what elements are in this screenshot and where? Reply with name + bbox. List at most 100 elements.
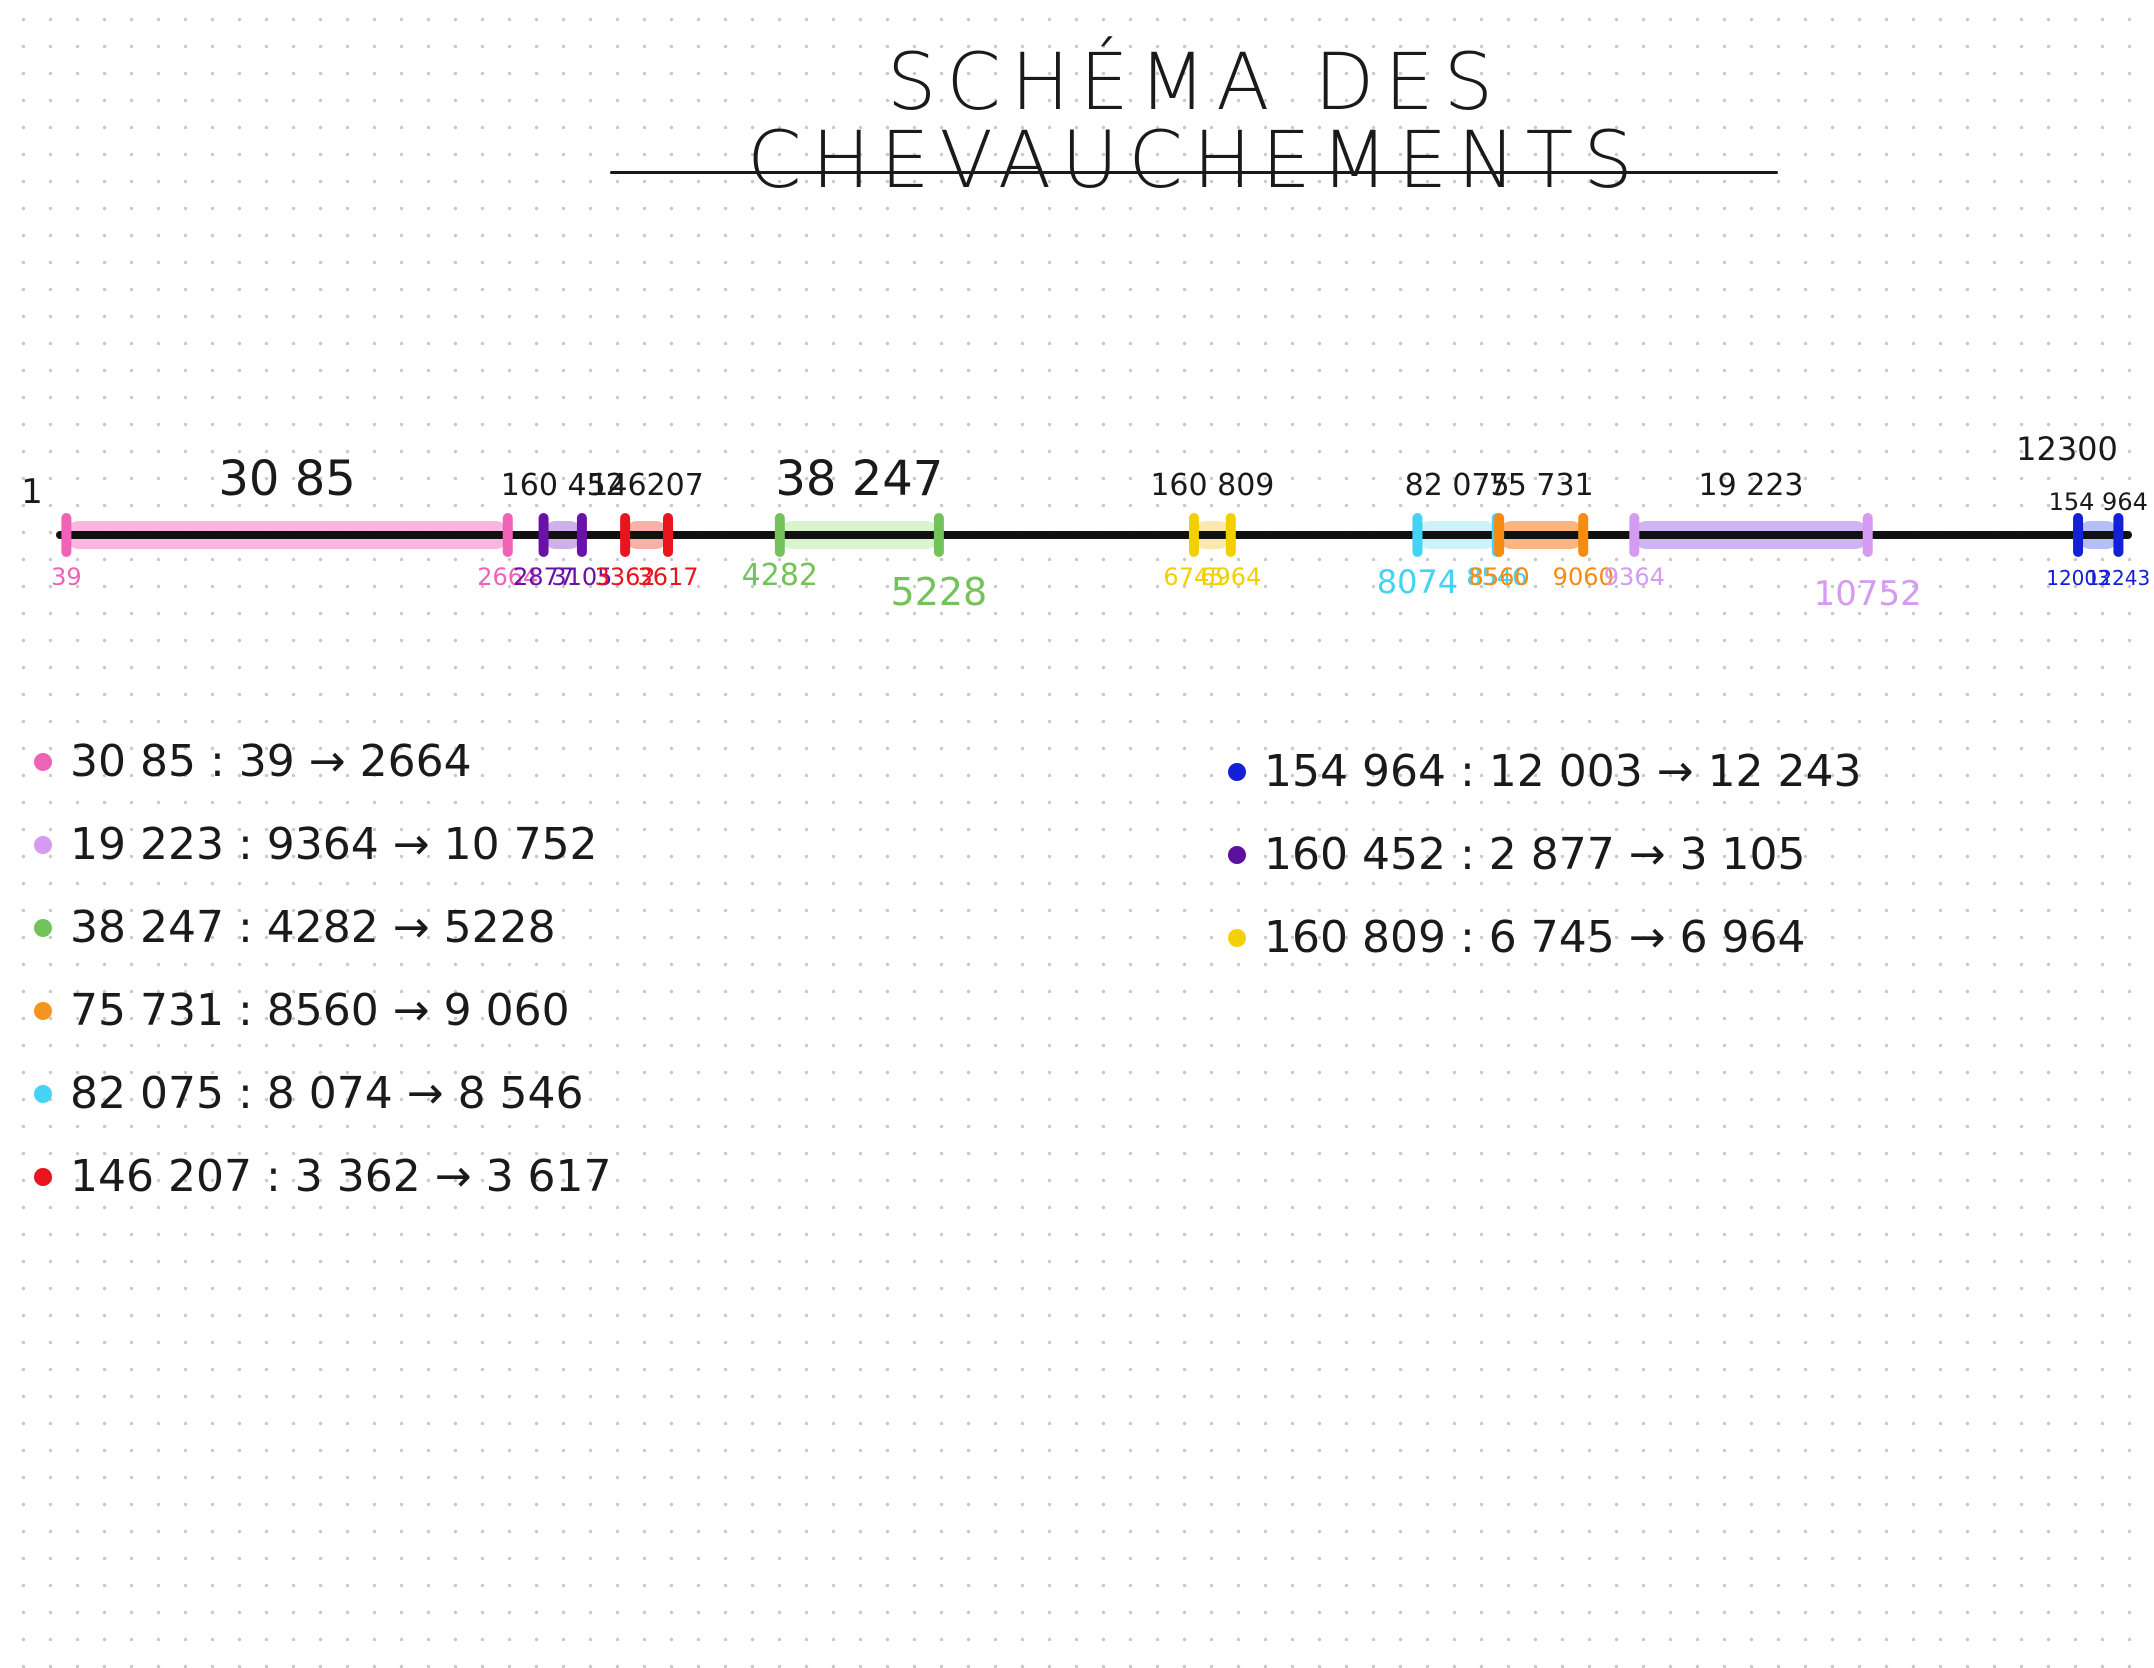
legend-color-dot xyxy=(1228,929,1246,947)
segment-end-label-19223: 10752 xyxy=(1814,574,1922,614)
segment-end-label-160452: 3105 xyxy=(551,563,612,591)
segment-start-label-3085: 39 xyxy=(51,563,82,591)
legend-name: 146 207 xyxy=(70,1151,266,1202)
segment-tick-19223-start xyxy=(1629,513,1640,557)
segment-ticks xyxy=(61,513,2124,557)
segment-start-label-82075: 8074 xyxy=(1377,563,1458,601)
segment-label-154964: 154 964 xyxy=(2049,488,2148,516)
legend-arrow: → xyxy=(392,902,444,953)
segment-tick-154964-start xyxy=(2073,513,2084,557)
legend-arrow: → xyxy=(434,1151,486,1202)
legend-name: 19 223 xyxy=(70,819,238,870)
legend-color-dot xyxy=(1228,763,1246,781)
legend-item: 82 075 : 8 074 → 8 546 xyxy=(34,1072,584,1116)
legend-end: 6 964 xyxy=(1679,912,1806,963)
legend-end: 2664 xyxy=(359,736,472,787)
legend-item: 160 809 : 6 745 → 6 964 xyxy=(1228,916,1806,960)
legend-separator: : xyxy=(265,1151,295,1202)
legend-name: 38 247 xyxy=(70,902,238,953)
segment-label-75731: 75 731 xyxy=(1489,468,1594,503)
legend-end: 5228 xyxy=(443,902,556,953)
segment-tick-160452-start xyxy=(538,513,549,557)
segment-tick-146207-end xyxy=(663,513,674,557)
segment-start-label-146207: 3362 xyxy=(595,563,656,591)
legend-start: 4282 xyxy=(266,902,393,953)
segment-start-label-75731: 8560 xyxy=(1469,563,1530,591)
axis-start-label: 1 xyxy=(21,472,43,512)
legend-start: 8 074 xyxy=(266,1068,407,1119)
legend-start: 12 003 xyxy=(1488,746,1657,797)
legend-separator: : xyxy=(1459,912,1489,963)
segment-label-38247: 38 247 xyxy=(775,451,943,507)
legend-arrow: → xyxy=(1656,746,1708,797)
legend-arrow: → xyxy=(308,736,360,787)
legend-arrow: → xyxy=(392,985,444,1036)
legend-separator: : xyxy=(237,902,267,953)
title-underline xyxy=(610,171,1778,174)
segment-end-label-146207: 3617 xyxy=(637,563,698,591)
legend-separator: : xyxy=(1459,829,1489,880)
legend-separator: : xyxy=(237,1068,267,1119)
segment-label-146207: 146207 xyxy=(589,468,704,503)
segment-end-label-3085: 2664 xyxy=(477,563,538,591)
legend-start: 39 xyxy=(238,736,309,787)
legend-start: 8560 xyxy=(266,985,393,1036)
segment-start-label-160809: 6745 xyxy=(1163,563,1224,591)
legend-end: 9 060 xyxy=(443,985,570,1036)
segment-label-160809: 160 809 xyxy=(1150,468,1274,503)
legend-name: 154 964 xyxy=(1264,746,1460,797)
segment-end-label-82075: 8546 xyxy=(1466,563,1527,591)
segment-end-label-75731: 9060 xyxy=(1553,563,1614,591)
legend-start: 2 877 xyxy=(1488,829,1629,880)
segment-tick-154964-end xyxy=(2113,513,2124,557)
legend-item: 38 247 : 4282 → 5228 xyxy=(34,906,556,950)
segment-tick-160809-end xyxy=(1225,513,1236,557)
legend-color-dot xyxy=(34,753,52,771)
legend-color-dot xyxy=(34,836,52,854)
legend-color-dot xyxy=(34,1002,52,1020)
segment-tick-82075-start xyxy=(1412,513,1423,557)
legend-item: 154 964 : 12 003 → 12 243 xyxy=(1228,750,1862,794)
segment-tick-3085-end xyxy=(502,513,513,557)
segment-tick-75731-end xyxy=(1578,513,1589,557)
legend-color-dot xyxy=(34,1168,52,1186)
segment-tick-160809-start xyxy=(1188,513,1199,557)
legend-end: 3 105 xyxy=(1679,829,1806,880)
segment-tick-38247-start xyxy=(774,513,785,557)
segment-end-label-160809: 6964 xyxy=(1200,563,1261,591)
segment-start-label-19223: 9364 xyxy=(1604,563,1665,591)
segment-tick-3085-start xyxy=(61,513,72,557)
legend-item: 19 223 : 9364 → 10 752 xyxy=(34,823,598,867)
axis-end-label: 12300 xyxy=(2016,430,2118,468)
segment-start-label-160452: 2877 xyxy=(513,563,574,591)
segment-tick-160452-end xyxy=(576,513,587,557)
legend-separator: : xyxy=(237,819,267,870)
segment-tick-19223-end xyxy=(1862,513,1873,557)
legend-end: 10 752 xyxy=(443,819,598,870)
legend-separator: : xyxy=(209,736,239,787)
legend-end: 8 546 xyxy=(457,1068,584,1119)
legend-separator: : xyxy=(1459,746,1489,797)
page-title: SCHÉMA DES CHEVAUCHEMENTS xyxy=(747,38,1643,206)
segment-label-3085: 30 85 xyxy=(218,451,355,507)
legend-start: 6 745 xyxy=(1488,912,1629,963)
legend-separator: : xyxy=(237,985,267,1036)
legend-name: 75 731 xyxy=(70,985,238,1036)
legend-color-dot xyxy=(1228,846,1246,864)
legend-name: 30 85 xyxy=(70,736,210,787)
legend-end: 12 243 xyxy=(1707,746,1862,797)
segment-label-19223: 19 223 xyxy=(1699,468,1804,503)
segment-tick-38247-end xyxy=(933,513,944,557)
legend-item: 75 731 : 8560 → 9 060 xyxy=(34,989,570,1033)
segment-tick-146207-start xyxy=(620,513,631,557)
segment-start-label-154964: 12003 xyxy=(2046,566,2110,590)
legend-name: 160 452 xyxy=(1264,829,1460,880)
legend-start: 9364 xyxy=(266,819,393,870)
legend-arrow: → xyxy=(1628,829,1680,880)
legend-end: 3 617 xyxy=(485,1151,612,1202)
legend-color-dot xyxy=(34,919,52,937)
legend-start: 3 362 xyxy=(294,1151,435,1202)
legend-name: 82 075 xyxy=(70,1068,238,1119)
